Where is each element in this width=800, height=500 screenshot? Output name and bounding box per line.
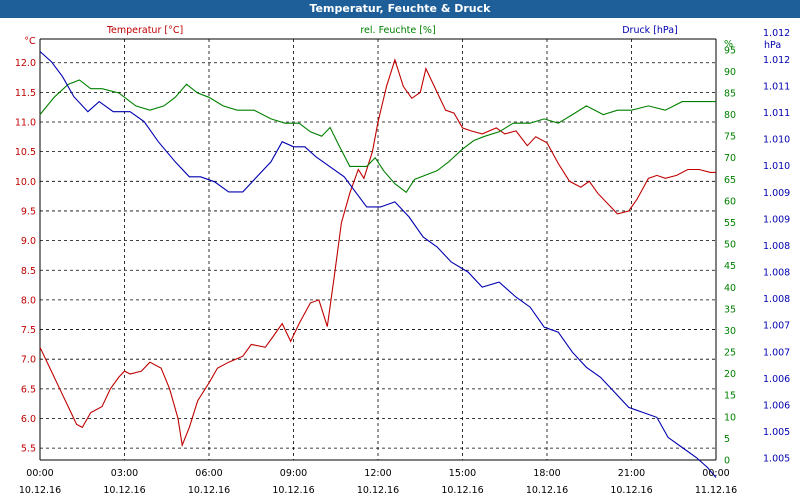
temperature-tick-label: 5.5 <box>21 444 36 455</box>
humidity-tick-label: 5 <box>724 434 730 445</box>
humidity-tick-label: 40 <box>724 283 736 294</box>
series-label: Temperatur [°C] <box>106 25 183 36</box>
humidity-tick-label: 75 <box>724 132 736 143</box>
humidity-tick-label: 30 <box>724 326 736 337</box>
temperature-tick-label: 7.5 <box>21 325 36 336</box>
series-line-pressure <box>39 51 717 478</box>
pressure-tick-label: 1.011 <box>763 81 790 92</box>
pressure-tick-label: 1.012 <box>763 55 790 66</box>
temperature-tick-label: 9.0 <box>21 236 36 247</box>
x-tick-date: 10.12.16 <box>272 485 314 496</box>
x-tick-time: 00:00 <box>26 468 53 479</box>
humidity-tick-label: 85 <box>724 88 736 99</box>
humidity-tick-label: 60 <box>724 196 736 207</box>
pressure-tick-label: 1.006 <box>763 374 790 385</box>
pressure-tick-label: 1.010 <box>763 161 790 172</box>
humidity-tick-label: 45 <box>724 261 736 272</box>
x-tick-date: 10.12.16 <box>103 485 145 496</box>
x-tick-time: 18:00 <box>533 468 560 479</box>
pressure-tick-label: 1.009 <box>763 214 790 225</box>
humidity-tick-label: 55 <box>724 218 736 229</box>
humidity-tick-label: 35 <box>724 304 736 315</box>
temperature-tick-label: 6.0 <box>21 414 36 425</box>
temperature-tick-label: 6.5 <box>21 384 36 395</box>
humidity-tick-label: 65 <box>724 175 736 186</box>
axis-labels: 5.5 6.0 6.5 7.0 7.5 8.0 8.5 9.0 9.5 10.0 10.5 11.0 1… <box>15 25 790 496</box>
temperature-tick-label: 11.0 <box>15 118 36 129</box>
x-tick-date: 11.12.16 <box>695 485 737 496</box>
temperature-tick-label: 11.5 <box>15 88 36 99</box>
series-line-humidity <box>39 79 716 194</box>
x-tick-date: 10.12.16 <box>357 485 399 496</box>
pressure-tick-label: 1.005 <box>763 454 790 465</box>
temperature-tick-label: 9.5 <box>21 206 36 217</box>
pressure-tick-label: 1.007 <box>763 347 790 358</box>
x-tick-time: 03:00 <box>111 468 138 479</box>
humidity-tick-label: 15 <box>724 391 736 402</box>
humidity-tick-label: 80 <box>724 110 736 121</box>
temperature-unit: °C <box>24 36 36 47</box>
pressure-tick-label: 1.011 <box>763 108 790 119</box>
humidity-tick-label: 20 <box>724 369 736 380</box>
x-tick-date: 10.12.16 <box>610 485 652 496</box>
temperature-tick-label: 12.0 <box>15 58 36 69</box>
pressure-tick-label: 1.008 <box>763 294 790 305</box>
temperature-tick-label: 8.0 <box>21 295 36 306</box>
pressure-tick-label: 1.007 <box>763 321 790 332</box>
humidity-unit: % <box>724 39 733 50</box>
x-tick-time: 09:00 <box>280 468 307 479</box>
humidity-tick-label: 70 <box>724 153 736 164</box>
pressure-unit: hPa <box>764 40 781 51</box>
series-line-temperature <box>39 57 716 448</box>
pressure-tick-label: 1.012 <box>763 28 790 39</box>
axes <box>39 38 717 461</box>
series-lines <box>39 51 717 478</box>
x-tick-time: 12:00 <box>364 468 391 479</box>
series-label: rel. Feuchte [%] <box>360 25 435 36</box>
pressure-tick-label: 1.010 <box>763 135 790 146</box>
x-tick-time: 00:00 <box>702 468 729 479</box>
temperature-tick-label: 8.5 <box>21 266 36 277</box>
humidity-tick-label: 10 <box>724 412 736 423</box>
humidity-tick-label: 50 <box>724 240 736 251</box>
pressure-tick-label: 1.008 <box>763 241 790 252</box>
x-tick-time: 06:00 <box>195 468 222 479</box>
temperature-tick-label: 7.0 <box>21 355 36 366</box>
temperature-tick-label: 10.0 <box>15 177 36 188</box>
pressure-tick-label: 1.008 <box>763 268 790 279</box>
x-tick-date: 10.12.16 <box>188 485 230 496</box>
pressure-tick-label: 1.006 <box>763 400 790 411</box>
grid <box>40 39 716 460</box>
x-tick-date: 10.12.16 <box>441 485 483 496</box>
humidity-tick-label: 25 <box>724 348 736 359</box>
x-tick-date: 10.12.16 <box>526 485 568 496</box>
humidity-tick-label: 90 <box>724 67 736 78</box>
humidity-tick-label: 0 <box>724 456 730 467</box>
x-tick-date: 10.12.16 <box>19 485 61 496</box>
x-tick-time: 21:00 <box>618 468 645 479</box>
x-tick-time: 15:00 <box>449 468 476 479</box>
series-label: Druck [hPa] <box>622 25 678 36</box>
pressure-tick-label: 1.005 <box>763 427 790 438</box>
chart-title: Temperatur, Feuchte & Druck <box>0 0 800 18</box>
temperature-tick-label: 10.5 <box>15 147 36 158</box>
chart-plot: 5.5 6.0 6.5 7.0 7.5 8.0 8.5 9.0 9.5 10.0 10.5 11.0 1… <box>15 25 790 496</box>
pressure-tick-label: 1.009 <box>763 188 790 199</box>
humidity-tick-label: 95 <box>724 45 736 56</box>
